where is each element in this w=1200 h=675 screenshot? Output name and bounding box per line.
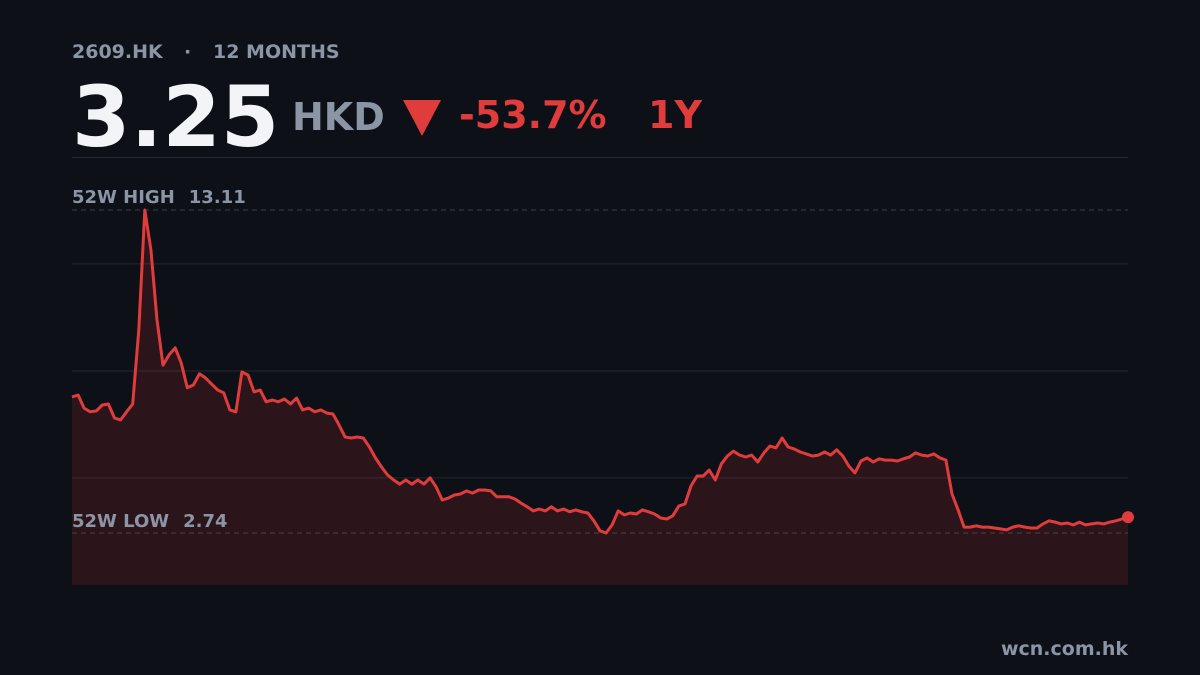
area <box>72 210 1128 585</box>
separator-dot: · <box>184 41 191 63</box>
price: 3.25 <box>72 68 279 166</box>
low-label: 52W LOW <box>72 511 169 532</box>
last-point <box>1122 511 1134 524</box>
period: 12 MONTHS <box>213 41 340 63</box>
currency: HKD <box>292 95 385 139</box>
source: wcn.com.hk <box>1001 638 1128 660</box>
range: 1Y <box>648 93 702 137</box>
price-line <box>71 208 1129 535</box>
plot: 52W HIGH 13.11 52W LOW 2.74 <box>71 187 1134 585</box>
high-label: 52W HIGH <box>72 187 175 208</box>
high-value: 13.11 <box>189 187 246 208</box>
change: -53.7% <box>459 93 607 137</box>
low-value: 2.74 <box>183 511 227 532</box>
ticker: 2609.HK <box>72 41 164 63</box>
down-arrow <box>403 100 441 136</box>
